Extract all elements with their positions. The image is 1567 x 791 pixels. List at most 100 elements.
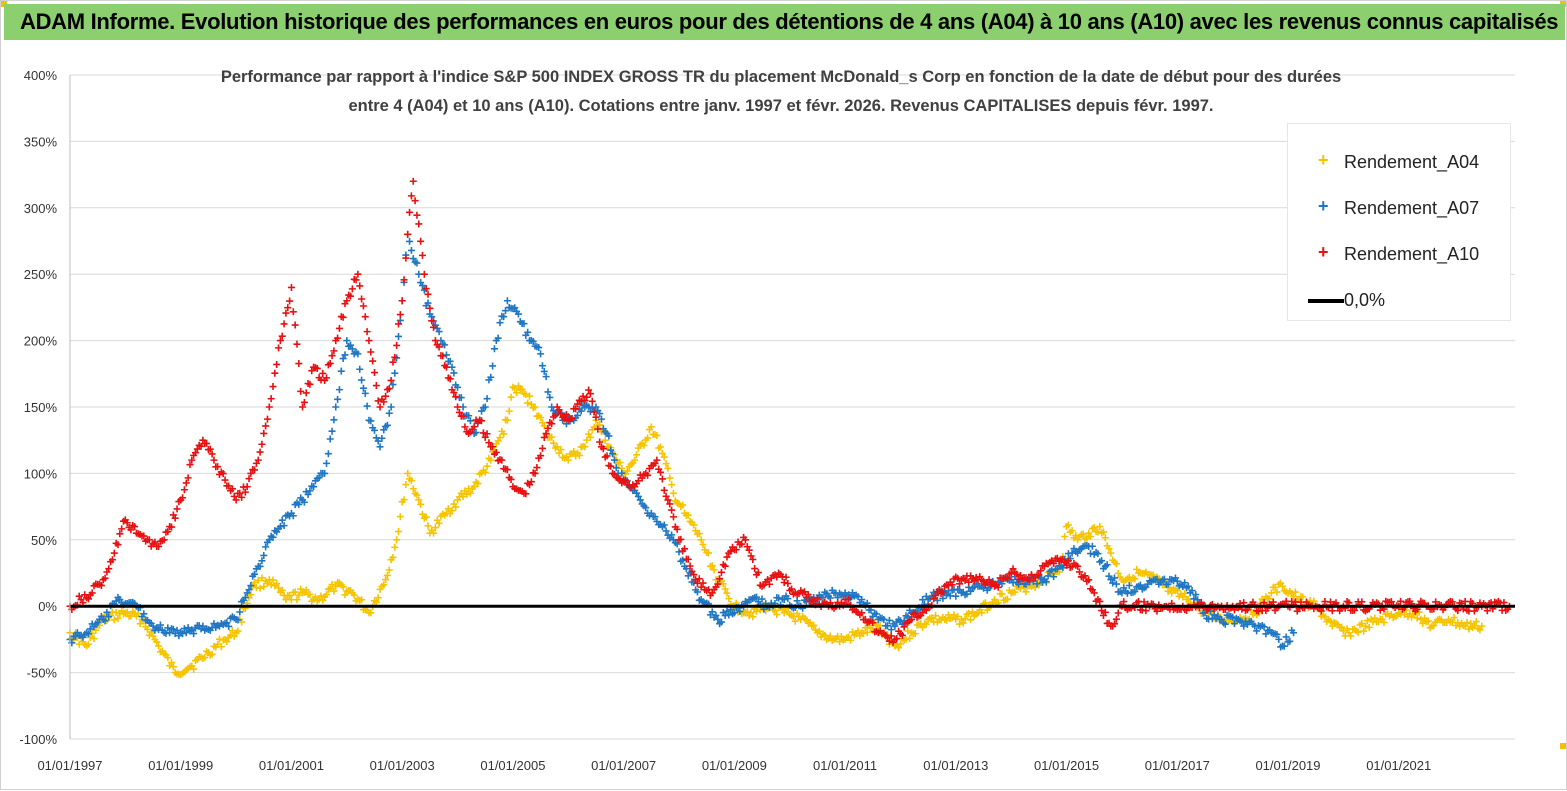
plus-marker-icon: +	[1318, 196, 1329, 216]
data-point	[164, 528, 172, 536]
data-point	[644, 434, 652, 442]
y-tick-label: 0%	[38, 599, 57, 614]
data-point	[592, 413, 600, 421]
data-point	[332, 403, 340, 411]
data-point	[328, 427, 336, 435]
data-point	[319, 596, 327, 604]
data-point	[406, 237, 414, 245]
data-point	[513, 307, 521, 315]
data-point	[1072, 531, 1080, 539]
data-point	[339, 313, 347, 321]
data-point	[97, 582, 105, 590]
data-point	[596, 421, 604, 429]
data-point	[144, 625, 152, 633]
data-point	[450, 389, 458, 397]
data-point	[278, 332, 286, 340]
data-point	[299, 403, 307, 411]
data-point	[101, 617, 109, 625]
data-point	[417, 237, 425, 245]
data-point	[1125, 581, 1133, 589]
data-point	[747, 552, 755, 560]
data-point	[265, 403, 273, 411]
data-point	[634, 492, 642, 500]
data-point	[1063, 561, 1071, 569]
data-point	[1328, 607, 1336, 615]
data-point	[387, 403, 395, 411]
data-point	[952, 592, 960, 600]
data-point	[699, 579, 707, 587]
data-point	[441, 362, 449, 370]
data-point	[658, 449, 666, 457]
data-point	[239, 483, 247, 491]
y-tick-label: 50%	[31, 533, 57, 548]
data-point	[489, 443, 497, 451]
data-point	[230, 632, 238, 640]
data-point	[335, 324, 343, 332]
data-point	[197, 442, 205, 450]
data-point	[579, 392, 587, 400]
data-point	[1478, 622, 1486, 630]
data-point	[754, 569, 762, 577]
data-point	[376, 403, 384, 411]
data-point	[258, 574, 266, 582]
data-point	[640, 441, 648, 449]
data-point	[1286, 637, 1294, 645]
x-tick-label: 01/01/2001	[259, 758, 324, 773]
data-point	[179, 494, 187, 502]
data-point	[1347, 632, 1355, 640]
data-point	[168, 523, 176, 531]
data-point	[618, 469, 626, 477]
data-point	[396, 316, 404, 324]
data-point	[367, 609, 375, 617]
data-point	[594, 425, 602, 433]
data-point	[385, 385, 393, 393]
data-point	[254, 576, 262, 584]
data-point	[190, 665, 198, 673]
data-point	[289, 308, 297, 316]
data-point	[315, 474, 323, 482]
data-point	[289, 512, 297, 520]
data-point	[286, 592, 294, 600]
data-point	[860, 629, 868, 637]
data-point	[788, 585, 796, 593]
x-tick-label: 01/01/2019	[1255, 758, 1320, 773]
data-point	[954, 612, 962, 620]
y-axis-tick-labels: 400% 350% 300% 250% 200% 150% 100% 50% 0% -50% -10…	[19, 68, 57, 747]
data-point	[396, 311, 404, 319]
data-point	[219, 636, 227, 644]
data-point	[188, 626, 196, 634]
data-point	[544, 388, 552, 396]
data-point	[260, 429, 268, 437]
data-point	[260, 551, 268, 559]
data-point	[684, 555, 692, 563]
data-point	[358, 295, 366, 303]
data-point	[149, 632, 157, 640]
data-point	[1048, 566, 1056, 574]
data-point	[856, 632, 864, 640]
data-point	[922, 606, 930, 614]
data-point	[483, 430, 491, 438]
data-point	[1483, 607, 1491, 615]
data-point	[431, 337, 439, 345]
data-point	[968, 608, 976, 616]
data-point	[939, 613, 947, 621]
data-point	[374, 437, 382, 445]
data-point	[179, 630, 187, 638]
data-point	[1181, 579, 1189, 587]
data-point	[1380, 618, 1388, 626]
data-point	[459, 412, 467, 420]
data-point	[673, 525, 681, 533]
plus-marker-icon: +	[1318, 150, 1329, 170]
data-point	[1229, 613, 1237, 621]
data-point	[348, 285, 356, 293]
data-point	[1059, 564, 1067, 572]
data-point	[238, 493, 246, 501]
data-point	[394, 332, 402, 340]
data-point	[633, 451, 641, 459]
data-point	[1096, 523, 1104, 531]
data-point	[169, 625, 177, 633]
data-point	[334, 395, 342, 403]
x-tick-label: 01/01/2009	[702, 758, 767, 773]
line-marker-icon	[1308, 299, 1344, 303]
data-point	[836, 638, 844, 646]
